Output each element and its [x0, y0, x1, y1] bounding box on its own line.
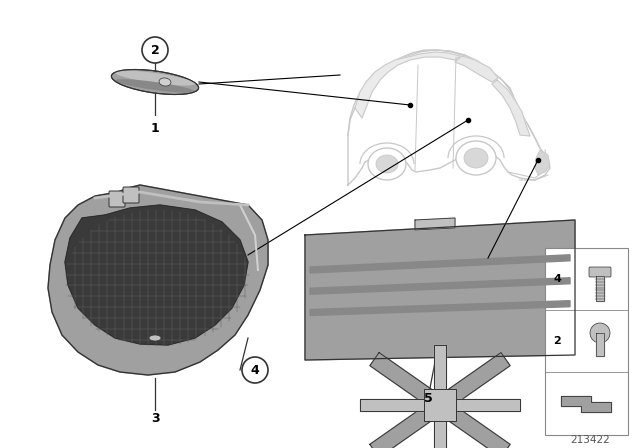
Polygon shape [561, 396, 611, 412]
Text: 3: 3 [150, 412, 159, 425]
Text: 213422: 213422 [570, 435, 610, 445]
Ellipse shape [115, 79, 195, 93]
Polygon shape [455, 56, 498, 82]
Circle shape [142, 37, 168, 63]
Ellipse shape [111, 69, 198, 95]
Text: 2: 2 [150, 43, 159, 56]
Text: 4: 4 [553, 274, 561, 284]
Polygon shape [348, 50, 550, 185]
Polygon shape [370, 353, 510, 448]
Ellipse shape [159, 78, 171, 86]
Polygon shape [355, 52, 460, 118]
Polygon shape [596, 333, 604, 356]
Polygon shape [48, 185, 268, 375]
Ellipse shape [456, 141, 496, 175]
FancyBboxPatch shape [123, 187, 139, 203]
FancyBboxPatch shape [589, 267, 611, 277]
Polygon shape [535, 150, 550, 175]
Circle shape [242, 357, 268, 383]
Polygon shape [434, 345, 446, 448]
Text: 5: 5 [424, 392, 433, 405]
Text: 4: 4 [251, 363, 259, 376]
Polygon shape [360, 399, 520, 411]
Bar [545, 248, 628, 435]
Bar [424, 389, 456, 421]
Circle shape [590, 323, 610, 343]
Ellipse shape [368, 148, 406, 180]
Text: 1: 1 [150, 121, 159, 134]
Polygon shape [310, 301, 570, 315]
Polygon shape [370, 353, 510, 448]
Ellipse shape [115, 70, 196, 86]
Polygon shape [305, 220, 575, 360]
Polygon shape [310, 255, 570, 273]
Polygon shape [415, 218, 455, 230]
Polygon shape [492, 80, 530, 136]
Polygon shape [596, 276, 604, 301]
Polygon shape [310, 278, 570, 294]
Text: 2: 2 [553, 336, 561, 346]
Ellipse shape [149, 335, 161, 341]
FancyBboxPatch shape [109, 191, 125, 207]
Ellipse shape [376, 155, 398, 173]
Ellipse shape [464, 148, 488, 168]
Polygon shape [65, 205, 248, 345]
